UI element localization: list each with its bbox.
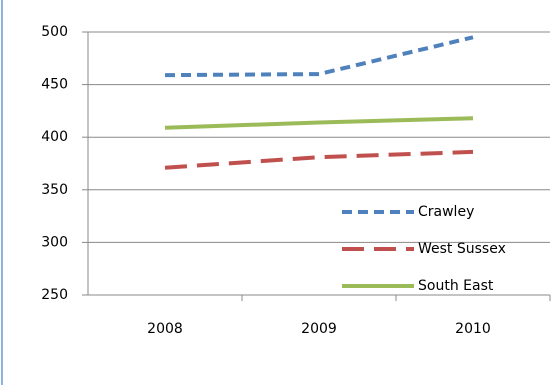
x-tick-label: 2008 bbox=[147, 321, 183, 337]
legend-label: West Sussex bbox=[418, 241, 506, 257]
legend-label: South East bbox=[418, 278, 494, 294]
y-tick-label: 400 bbox=[41, 129, 68, 145]
series-line bbox=[164, 35, 474, 78]
series-line bbox=[164, 149, 474, 170]
y-tick-label: 500 bbox=[41, 24, 68, 40]
series-line bbox=[164, 116, 474, 130]
y-tick-label: 300 bbox=[41, 234, 68, 250]
y-tick-label: 450 bbox=[41, 77, 68, 93]
x-tick-label: 2009 bbox=[301, 321, 337, 337]
y-tick-label: 250 bbox=[41, 287, 68, 303]
legend-label: Crawley bbox=[418, 204, 474, 220]
y-tick-label: 350 bbox=[41, 182, 68, 198]
x-tick-label: 2010 bbox=[455, 321, 491, 337]
